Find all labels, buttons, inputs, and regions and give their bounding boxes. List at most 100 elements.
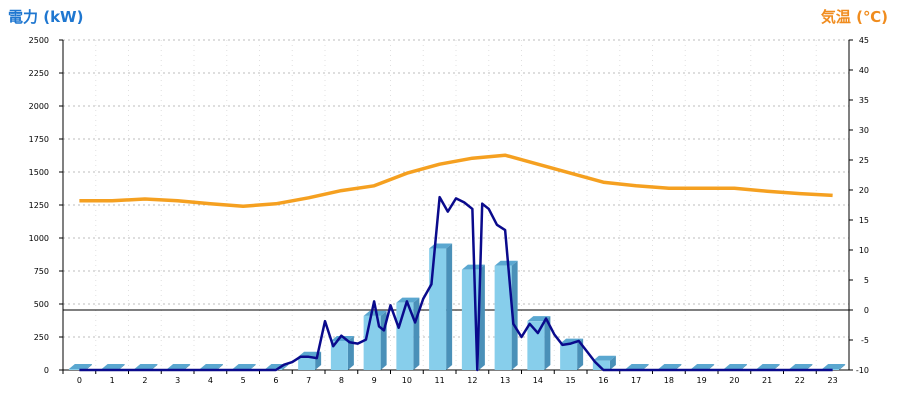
power-bar <box>592 355 616 370</box>
y-right-tick-label: 45 <box>859 36 869 45</box>
power-bar-front <box>560 343 578 370</box>
power-bar-side <box>609 355 616 370</box>
y-right-tick-label: -10 <box>856 366 869 375</box>
x-tick-label: 8 <box>339 376 344 385</box>
y-left-tick-label: 250 <box>34 333 49 342</box>
x-tick-label: 18 <box>664 376 674 385</box>
power-bar-side <box>839 364 846 370</box>
x-tick-label: 6 <box>273 376 278 385</box>
power-bar-top <box>199 364 223 369</box>
power-bar-top <box>822 364 846 369</box>
y-right-tick-label: 5 <box>864 276 869 285</box>
x-tick-label: 1 <box>110 376 115 385</box>
temperature-line <box>79 153 833 208</box>
power-bar-side <box>118 364 125 370</box>
power-bar-top <box>691 364 715 369</box>
power-bar <box>298 351 322 370</box>
power-bar-side <box>675 364 682 370</box>
power-bar-side <box>773 364 780 370</box>
x-tick-label: 4 <box>208 376 213 385</box>
y-right-tick-label: 30 <box>859 126 869 135</box>
x-tick-label: 14 <box>533 376 543 385</box>
power-bar <box>68 364 92 370</box>
y-left-tick-label: 500 <box>34 300 49 309</box>
y-left-tick-label: 1250 <box>29 201 49 210</box>
power-bar <box>527 316 551 370</box>
x-tick-label: 20 <box>729 376 739 385</box>
power-bar-side <box>511 260 518 370</box>
y-right-tick-label: 35 <box>859 96 869 105</box>
x-tick-label: 16 <box>598 376 608 385</box>
power-bar-top <box>232 364 256 369</box>
y-left-tick-label: 750 <box>34 267 49 276</box>
power-bar-top <box>134 364 158 369</box>
y-left-tick-label: 2000 <box>29 102 49 111</box>
power-bar-top <box>396 297 420 303</box>
power-bar-front <box>592 360 610 370</box>
y-left-tick-label: 1750 <box>29 135 49 144</box>
power-bar-side <box>544 316 551 370</box>
power-bar-side <box>708 364 715 370</box>
power-bar-top <box>625 364 649 369</box>
x-tick-label: 17 <box>631 376 641 385</box>
power-bar-side <box>184 364 191 370</box>
y-left-tick-label: 2500 <box>29 36 49 45</box>
x-tick-label: 22 <box>795 376 805 385</box>
power-bar-side <box>642 364 649 370</box>
x-tick-label: 0 <box>77 376 82 385</box>
x-tick-label: 2 <box>142 376 147 385</box>
x-tick-label: 19 <box>697 376 707 385</box>
power-bar-top <box>592 355 616 361</box>
y-left-tick-label: 0 <box>44 366 49 375</box>
x-tick-label: 13 <box>500 376 510 385</box>
x-tick-label: 10 <box>402 376 412 385</box>
power-bar-front <box>494 265 512 370</box>
y-right-tick-label: 0 <box>864 306 869 315</box>
power-bar-front <box>429 248 447 370</box>
y-right-tick-label: -5 <box>861 336 869 345</box>
y-left-tick-label: 1000 <box>29 234 49 243</box>
x-tick-label: 5 <box>241 376 246 385</box>
power-bar-top <box>756 364 780 369</box>
power-bar <box>560 338 584 370</box>
power-bar-front <box>298 356 316 370</box>
power-bar-side <box>446 243 453 370</box>
x-tick-label: 11 <box>435 376 445 385</box>
power-bar-top <box>494 260 518 266</box>
power-bar <box>396 297 420 370</box>
power-bar <box>429 243 453 370</box>
power-bar-top <box>68 364 92 369</box>
power-bar-front <box>68 369 86 370</box>
y-right-tick-label: 40 <box>859 66 869 75</box>
x-tick-label: 7 <box>306 376 311 385</box>
power-bar <box>494 260 518 370</box>
power-line <box>79 195 833 372</box>
power-bar <box>363 310 387 370</box>
y-left-tick-label: 1500 <box>29 168 49 177</box>
power-bar-side <box>740 364 747 370</box>
right-axis-title: 気温 (℃) <box>820 8 888 26</box>
power-bar-front <box>527 321 545 370</box>
power-bar-top <box>101 364 125 369</box>
power-bar-side <box>413 297 420 370</box>
power-bar-side <box>249 364 256 370</box>
power-bar-side <box>347 335 354 370</box>
x-tick-label: 15 <box>566 376 576 385</box>
power-bar-side <box>151 364 158 370</box>
power-bar-front <box>330 340 348 370</box>
power-bar <box>330 335 354 370</box>
y-right-tick-label: 20 <box>859 186 869 195</box>
y-right-tick-label: 10 <box>859 246 869 255</box>
power-bar-side <box>85 364 92 370</box>
y-right-tick-label: 25 <box>859 156 869 165</box>
power-bar-top <box>658 364 682 369</box>
x-tick-label: 23 <box>828 376 838 385</box>
x-tick-label: 9 <box>372 376 377 385</box>
power-bar-side <box>216 364 223 370</box>
x-tick-label: 3 <box>175 376 180 385</box>
power-bar-top <box>789 364 813 369</box>
power-bar-top <box>167 364 191 369</box>
y-right-tick-label: 15 <box>859 216 869 225</box>
x-tick-label: 21 <box>762 376 772 385</box>
